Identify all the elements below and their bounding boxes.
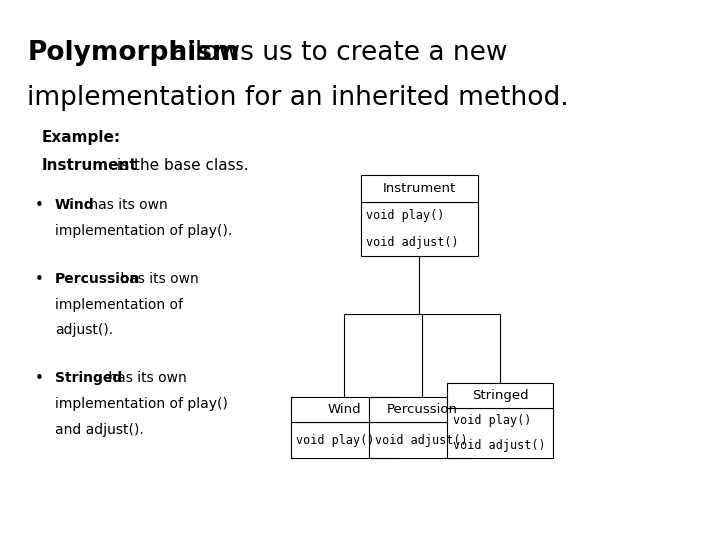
Bar xyxy=(361,175,478,202)
Text: is the base class.: is the base class. xyxy=(112,158,249,173)
Text: Stringed: Stringed xyxy=(472,389,528,402)
Text: Instrument: Instrument xyxy=(42,158,138,173)
Text: implementation of play().: implementation of play(). xyxy=(55,224,232,238)
Text: and adjust().: and adjust(). xyxy=(55,423,143,437)
Text: Wind: Wind xyxy=(55,198,94,212)
Text: void play(): void play() xyxy=(453,414,531,427)
Text: has its own: has its own xyxy=(104,371,186,385)
Text: allows us to create a new: allows us to create a new xyxy=(163,40,507,66)
Text: Percussion: Percussion xyxy=(387,403,457,416)
Text: implementation for an inherited method.: implementation for an inherited method. xyxy=(27,85,569,111)
Bar xyxy=(361,202,478,256)
Text: Instrument: Instrument xyxy=(382,182,456,195)
Text: has its own: has its own xyxy=(85,198,168,212)
Text: Stringed: Stringed xyxy=(55,371,122,385)
Text: Percussion: Percussion xyxy=(55,272,140,286)
Text: implementation of: implementation of xyxy=(55,298,183,312)
Text: Wind: Wind xyxy=(327,403,361,416)
Text: •: • xyxy=(35,272,43,287)
Text: void play(): void play() xyxy=(297,434,375,447)
Text: Example:: Example: xyxy=(42,130,121,145)
Text: void play(): void play() xyxy=(366,209,444,222)
Bar xyxy=(369,422,475,458)
Text: implementation of play(): implementation of play() xyxy=(55,397,228,411)
Text: Polymorphism: Polymorphism xyxy=(27,40,240,66)
Text: void adjust(): void adjust() xyxy=(366,236,459,249)
Bar xyxy=(291,422,397,458)
Bar xyxy=(369,397,475,422)
Text: •: • xyxy=(35,371,43,386)
Bar xyxy=(447,383,553,408)
Text: has its own: has its own xyxy=(116,272,199,286)
Bar xyxy=(291,397,397,422)
Text: void adjust(): void adjust() xyxy=(374,434,467,447)
Bar xyxy=(447,408,553,458)
Text: void adjust(): void adjust() xyxy=(453,439,545,452)
Text: •: • xyxy=(35,198,43,213)
Text: adjust().: adjust(). xyxy=(55,323,113,338)
